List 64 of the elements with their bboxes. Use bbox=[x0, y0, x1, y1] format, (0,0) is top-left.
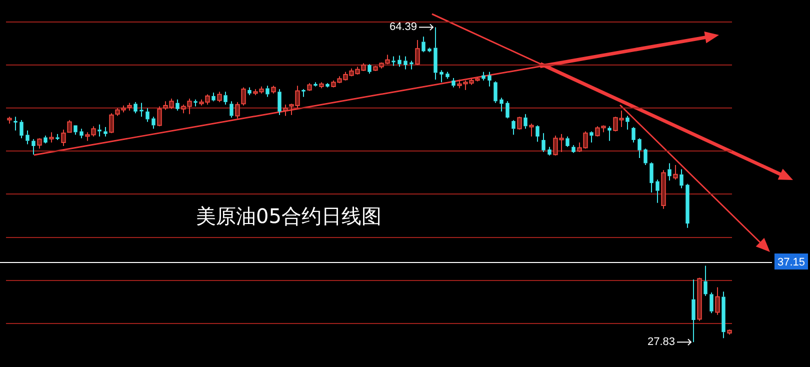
candlestick bbox=[302, 88, 306, 98]
candlestick bbox=[704, 265, 708, 296]
candlestick bbox=[572, 144, 576, 154]
candlestick bbox=[266, 85, 270, 98]
candlestick bbox=[422, 36, 426, 53]
candlestick bbox=[686, 183, 690, 228]
candlestick bbox=[632, 126, 636, 144]
candlestick bbox=[278, 88, 282, 116]
candlestick bbox=[248, 86, 252, 96]
candlestick bbox=[404, 56, 408, 70]
candlestick bbox=[506, 100, 510, 119]
candlestick bbox=[410, 60, 414, 70]
candlestick bbox=[536, 124, 540, 142]
annotation: 美原油05合约日线图 bbox=[196, 204, 382, 228]
candlestick bbox=[626, 115, 630, 130]
annotation: 27.83 bbox=[647, 336, 675, 348]
candlestick bbox=[434, 26, 438, 80]
candlestick bbox=[20, 120, 24, 139]
candlestick bbox=[80, 128, 84, 139]
annotation: 64.39 bbox=[389, 21, 417, 34]
candlestick bbox=[230, 100, 234, 118]
candlestick bbox=[446, 71, 450, 80]
candlestick bbox=[668, 162, 672, 181]
candlestick bbox=[494, 80, 498, 104]
candlestick bbox=[500, 97, 504, 112]
candlestick bbox=[488, 71, 492, 88]
candlestick bbox=[680, 168, 684, 189]
candlestick bbox=[638, 138, 642, 159]
candlestick bbox=[140, 102, 144, 118]
candlestick bbox=[152, 116, 156, 130]
candlestick bbox=[452, 77, 456, 88]
candlestick bbox=[542, 132, 546, 153]
candlestick bbox=[32, 138, 36, 156]
candlestick bbox=[176, 98, 180, 112]
candlestick bbox=[134, 102, 138, 114]
candlestick bbox=[74, 125, 78, 136]
candlestick bbox=[608, 126, 612, 142]
candlestick bbox=[548, 146, 552, 156]
candlestick bbox=[194, 98, 198, 107]
candlestick bbox=[392, 56, 396, 66]
candlestick bbox=[26, 130, 30, 145]
candlestick bbox=[104, 126, 108, 138]
candlestick bbox=[512, 120, 516, 136]
candlestick bbox=[644, 148, 648, 166]
candlestick bbox=[146, 108, 150, 122]
candlestick bbox=[224, 91, 228, 106]
candlestick bbox=[692, 279, 696, 343]
candlestick bbox=[482, 71, 486, 82]
candlestick bbox=[722, 291, 726, 339]
candlestick bbox=[590, 130, 594, 144]
candlestick bbox=[398, 55, 402, 68]
candlestick bbox=[314, 82, 318, 88]
candlestick bbox=[368, 64, 372, 74]
candlestick bbox=[656, 179, 660, 204]
candlestick bbox=[14, 116, 18, 131]
ref-line-label: 37.15 bbox=[777, 256, 805, 269]
candlestick bbox=[566, 136, 570, 148]
candlestick bbox=[524, 114, 528, 130]
candlestick bbox=[212, 92, 216, 102]
candlestick bbox=[44, 135, 48, 144]
candlestick bbox=[440, 70, 444, 83]
candlestick bbox=[326, 82, 330, 88]
candlestick bbox=[98, 124, 102, 138]
candlestick bbox=[650, 162, 654, 194]
